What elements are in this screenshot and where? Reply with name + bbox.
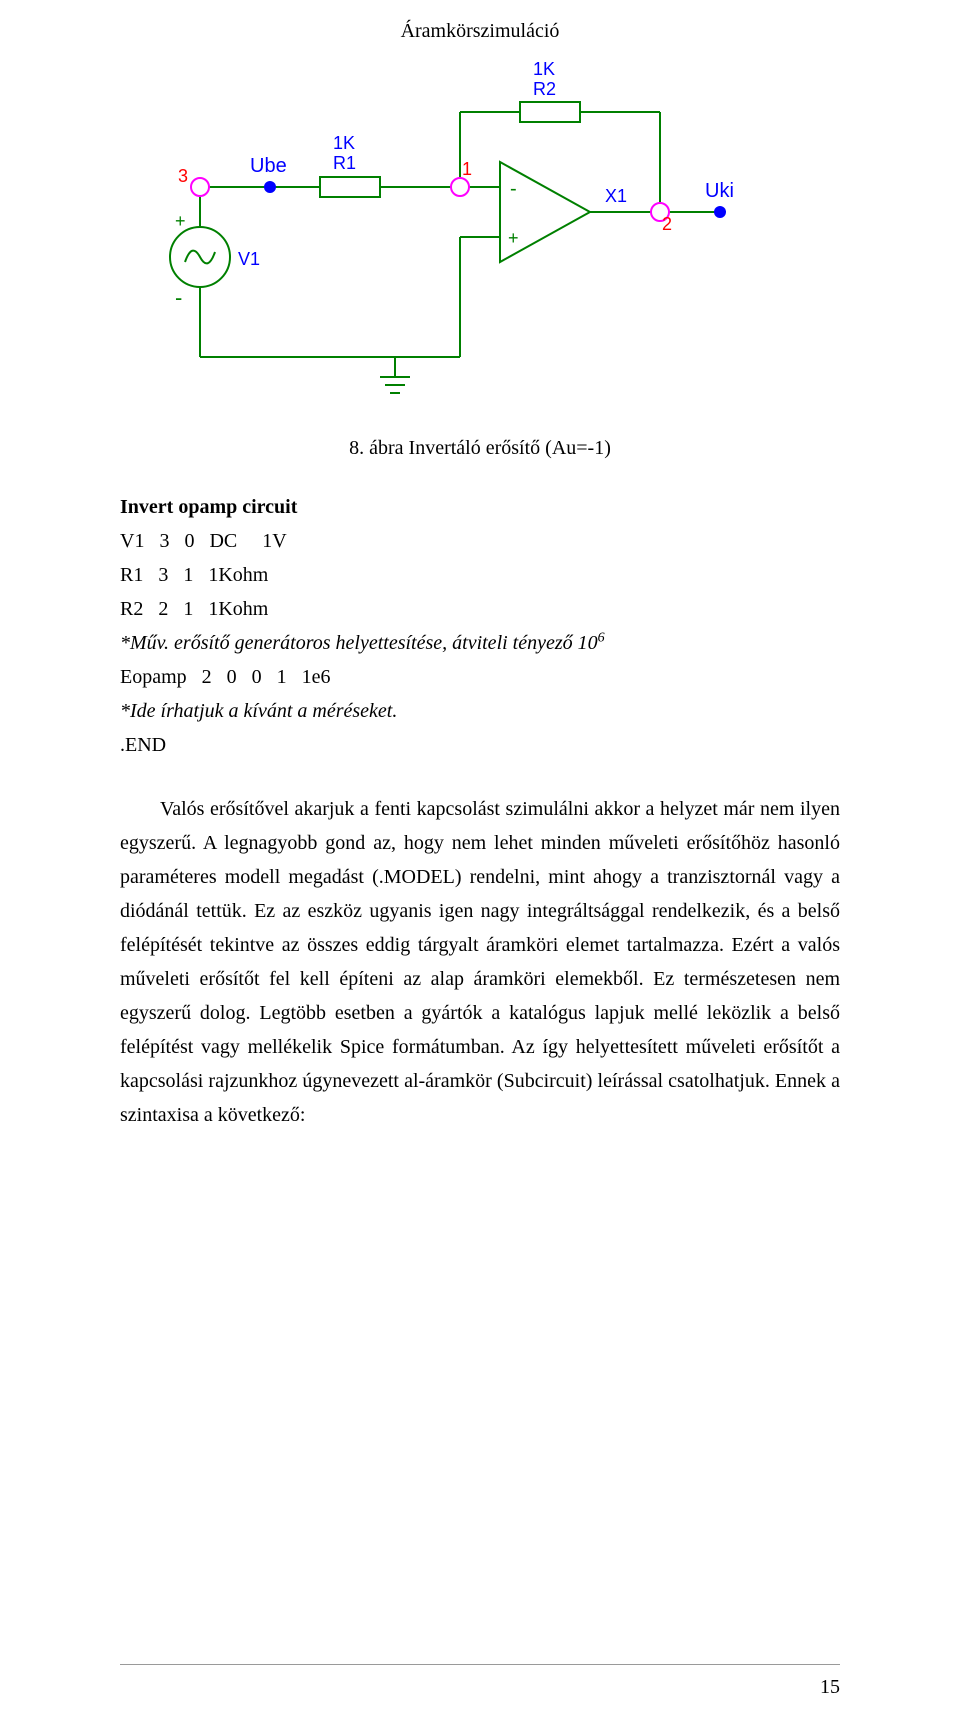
x1-label: X1: [605, 186, 627, 206]
node-2-label: 2: [662, 214, 672, 234]
netlist-end: .END: [120, 734, 166, 756]
netlist-l3: R2 2 1 1Kohm: [120, 598, 268, 620]
node-1-label: 1: [462, 159, 472, 179]
page: Áramkörszimuláció: [0, 0, 960, 1719]
circuit-diagram: + - - + 1 2 3 Ube Uki: [120, 57, 840, 417]
r2-name: R2: [533, 79, 556, 99]
netlist-c1a: *Műv. erősítő generátoros helyettesítése…: [120, 632, 598, 654]
svg-text:-: -: [175, 285, 182, 310]
page-header: Áramkörszimuláció: [120, 20, 840, 43]
body-paragraph: Valós erősítővel akarjuk a fenti kapcsol…: [120, 792, 840, 1132]
body-text-content: Valós erősítővel akarjuk a fenti kapcsol…: [120, 792, 840, 1132]
page-number: 15: [820, 1676, 840, 1699]
svg-text:+: +: [508, 228, 519, 248]
figure-caption: 8. ábra Invertáló erősítő (Au=-1): [120, 437, 840, 460]
circuit-svg: + - - + 1 2 3 Ube Uki: [120, 57, 840, 417]
uki-label: Uki: [705, 180, 734, 202]
svg-text:-: -: [510, 178, 517, 200]
netlist-l2: R1 3 1 1Kohm: [120, 564, 268, 586]
netlist-title: Invert opamp circuit: [120, 496, 297, 518]
r1-name: R1: [333, 153, 356, 173]
svg-text:+: +: [175, 211, 186, 231]
r2-val: 1K: [533, 59, 555, 79]
r1-val: 1K: [333, 133, 355, 153]
ube-label: Ube: [250, 155, 287, 177]
netlist-l1: V1 3 0 DC 1V: [120, 530, 287, 552]
netlist-l4: Eopamp 2 0 0 1 1e6: [120, 666, 331, 688]
netlist-c1exp: 6: [598, 630, 605, 645]
node-3-label: 3: [178, 166, 188, 186]
footer-rule: [120, 1664, 840, 1665]
v1-label: V1: [238, 249, 260, 269]
netlist-block: Invert opamp circuit V1 3 0 DC 1V R1 3 1…: [120, 490, 840, 762]
netlist-c2: *Ide írhatjuk a kívánt a méréseket.: [120, 700, 397, 722]
